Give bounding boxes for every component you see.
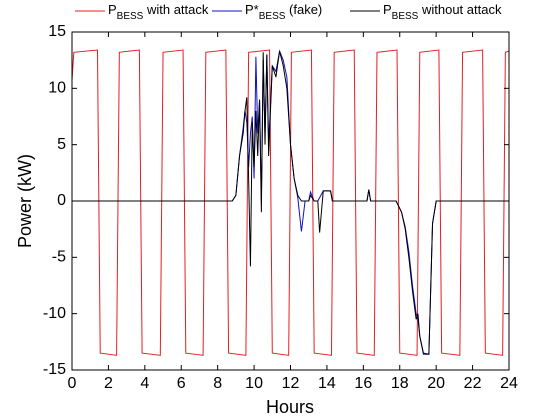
legend-label: PBESS without attack: [383, 2, 502, 22]
legend-label: PBESS with attack: [108, 2, 209, 22]
x-tick-label: 12: [282, 375, 300, 392]
legend-label-part: without attack: [418, 2, 502, 17]
legend-label-part: BESS: [392, 11, 419, 22]
x-tick-label: 0: [68, 375, 77, 392]
legend-label-part: P: [383, 2, 392, 17]
y-tick-label: -15: [43, 361, 66, 378]
x-tick-label: 22: [464, 375, 482, 392]
x-tick-label: 4: [140, 375, 149, 392]
y-tick-label: 10: [48, 80, 66, 97]
legend-label: P*BESS (fake): [245, 2, 322, 22]
y-tick-label: 15: [48, 23, 66, 40]
x-tick-label: 18: [391, 375, 409, 392]
x-tick-label: 24: [500, 375, 518, 392]
x-tick-label: 8: [213, 375, 222, 392]
legend-label-part: BESS: [259, 11, 286, 22]
legend-label-part: P: [108, 2, 117, 17]
y-tick-label: 5: [57, 136, 66, 153]
x-axis-label: Hours: [266, 397, 314, 417]
legend-label-part: P*: [245, 2, 259, 17]
series-line: [72, 51, 509, 355]
x-tick-label: 10: [245, 375, 263, 392]
y-tick-label: -10: [43, 305, 66, 322]
y-tick-label: -5: [52, 249, 66, 266]
x-tick-label: 2: [104, 375, 113, 392]
x-tick-label: 20: [427, 375, 445, 392]
legend-label-part: with attack: [143, 2, 209, 17]
y-axis-label: Power (kW): [15, 154, 35, 248]
x-tick-label: 14: [318, 375, 336, 392]
legend-label-part: (fake): [285, 2, 322, 17]
y-tick-label: 0: [57, 192, 66, 209]
x-tick-label: 16: [354, 375, 372, 392]
series-line: [71, 49, 510, 356]
x-tick-label: 6: [177, 375, 186, 392]
legend-label-part: BESS: [117, 11, 144, 22]
